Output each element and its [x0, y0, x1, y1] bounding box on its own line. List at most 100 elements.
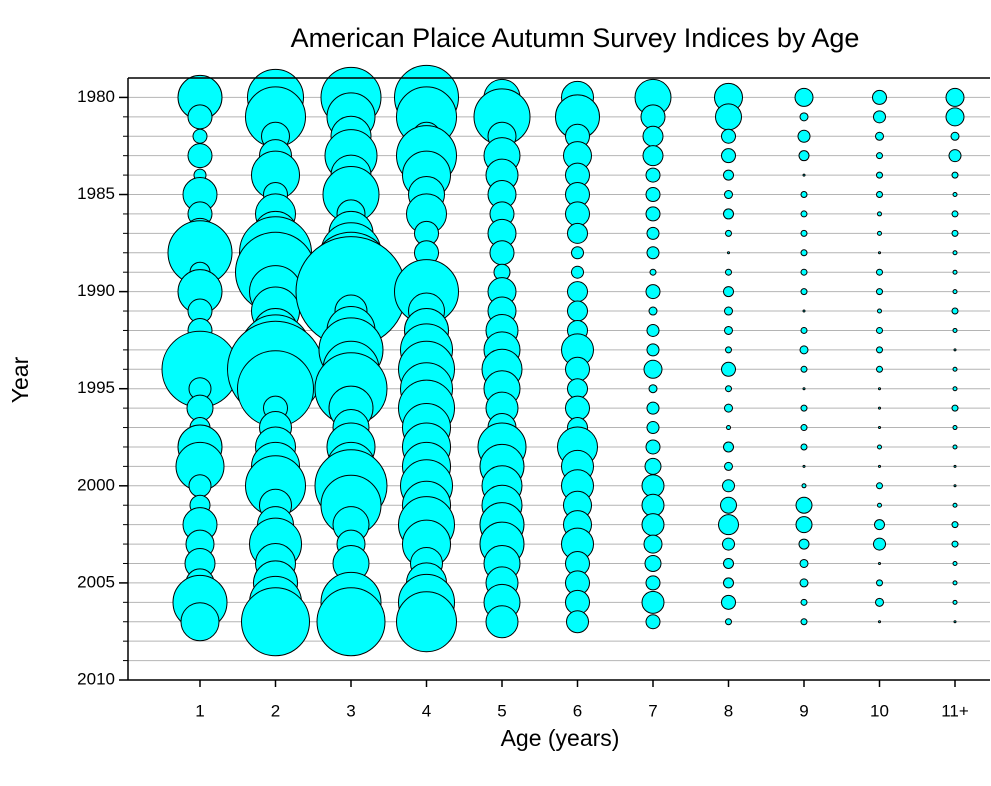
bubble — [723, 169, 734, 181]
bubble — [725, 229, 732, 237]
bubble — [876, 191, 883, 199]
bubble — [797, 129, 811, 143]
bubble — [875, 597, 884, 607]
bubble — [723, 208, 734, 220]
bubble — [180, 602, 220, 642]
bubble — [571, 265, 584, 279]
bubble — [873, 110, 886, 124]
bubble — [641, 513, 665, 537]
bubble — [723, 557, 734, 569]
bubble — [952, 250, 958, 256]
bubble — [951, 404, 959, 412]
bubble — [726, 425, 731, 431]
bubble — [878, 561, 881, 565]
bubble — [800, 210, 808, 218]
bubble — [721, 594, 736, 610]
x-tick-label: 9 — [799, 701, 808, 720]
bubble — [641, 474, 665, 498]
bubble — [876, 346, 883, 354]
x-tick-label: 5 — [497, 701, 506, 720]
bubble — [645, 614, 661, 630]
bubble — [877, 230, 882, 236]
bubble — [721, 128, 736, 144]
x-tick-label: 11+ — [941, 701, 969, 720]
bubble — [800, 598, 808, 606]
bubble — [646, 226, 660, 240]
bubble — [799, 578, 809, 588]
bubble — [645, 575, 661, 591]
bubble — [878, 464, 881, 468]
bubble — [952, 327, 958, 333]
x-tick-label: 4 — [422, 701, 431, 720]
y-axis-title: Year — [7, 356, 33, 403]
bubble — [952, 269, 958, 275]
bubble — [722, 537, 735, 551]
bubble — [951, 307, 959, 315]
bubble — [799, 558, 809, 568]
bubble — [952, 560, 958, 566]
bubble — [878, 426, 881, 430]
bubble — [800, 618, 808, 626]
bubble — [565, 356, 590, 382]
bubble — [489, 240, 515, 266]
bubble — [952, 366, 958, 372]
bubble — [485, 605, 519, 639]
bubble — [800, 326, 808, 334]
bubble — [800, 229, 808, 237]
x-axis-title: Age (years) — [501, 725, 620, 751]
bubble — [802, 464, 806, 468]
bubble — [876, 365, 883, 373]
bubble — [953, 620, 957, 624]
bubble — [565, 395, 590, 421]
bubble — [952, 425, 958, 431]
bubble — [948, 149, 962, 163]
bubble — [952, 580, 958, 586]
bubble — [877, 308, 882, 314]
bubble — [645, 206, 661, 222]
bubble — [566, 610, 589, 634]
bubble — [950, 131, 960, 141]
bubble — [800, 404, 808, 412]
bubble — [945, 107, 965, 127]
bubble — [798, 150, 810, 162]
y-tick-label: 1985 — [77, 184, 115, 203]
x-tick-label: 8 — [724, 701, 733, 720]
bubble — [876, 579, 883, 587]
bubble — [725, 346, 732, 354]
bubble — [723, 286, 734, 298]
bubble — [567, 300, 588, 322]
bubble — [951, 521, 959, 529]
bubble — [649, 268, 657, 276]
bubble — [571, 246, 584, 260]
bubble — [724, 306, 733, 316]
bubble — [798, 538, 810, 550]
bubble — [645, 284, 661, 300]
bubble — [725, 618, 732, 626]
bubble — [645, 167, 661, 183]
bubble — [724, 325, 733, 335]
bubble — [724, 461, 733, 471]
bubble — [241, 587, 310, 657]
bubble — [723, 577, 734, 589]
bubble — [641, 590, 665, 614]
bubble — [800, 249, 808, 257]
bubble — [192, 128, 208, 144]
bubble — [720, 496, 737, 514]
bubble — [952, 386, 958, 392]
bubble — [878, 620, 881, 624]
bubble — [800, 424, 808, 432]
bubble — [876, 482, 883, 490]
bubble — [641, 493, 665, 517]
bubble — [873, 537, 886, 551]
bubble — [800, 268, 808, 276]
bubble — [721, 361, 736, 377]
bubble — [875, 131, 884, 141]
layer: 1980 1985 1990 1995 2000 2005 2010 1 2 3 4 5 6 7 8 9 10 1… — [77, 77, 990, 720]
bubble — [951, 210, 959, 218]
bubble — [952, 599, 958, 605]
y-tick-label: 2010 — [77, 669, 115, 688]
bubble — [799, 112, 809, 122]
x-tick-label: 2 — [271, 701, 280, 720]
bubble — [645, 439, 661, 455]
